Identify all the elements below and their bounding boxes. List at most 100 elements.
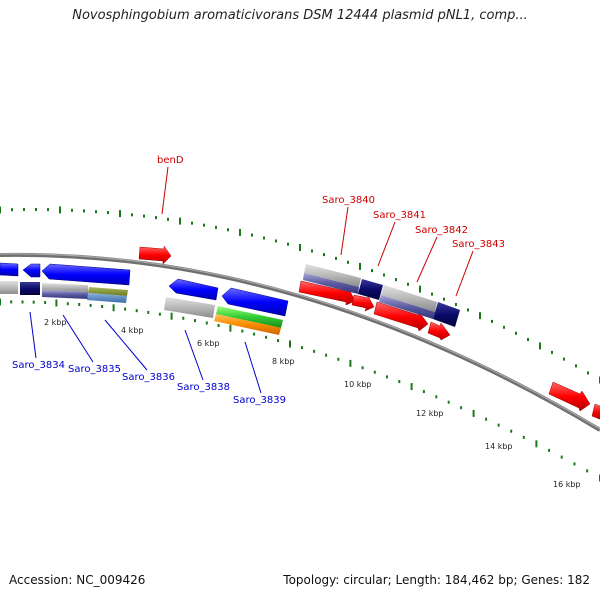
scale-tick [447,400,450,404]
gene-label-saro-3836[interactable]: Saro_3836 [122,372,175,383]
gene-label-saro-3840[interactable]: Saro_3840 [322,195,375,206]
gene-arrow-saro-3841[interactable] [351,294,375,312]
scale-tick [227,228,229,232]
gene-arrow-right-edge-2[interactable] [591,403,600,420]
gene-label-saro-3839[interactable]: Saro_3839 [233,395,286,406]
reverse-strand-track [0,262,289,335]
hit-bar-saro-3839-b [214,314,281,335]
scale-tick [35,208,37,211]
scale-tick [55,299,58,307]
gene-arrow-bend[interactable] [138,245,172,265]
scale-tick [215,225,217,229]
scale-tick [522,435,525,439]
scale-tick [515,331,517,335]
scale-tick [479,312,481,320]
hit-bar-saro-3841 [358,279,383,300]
scale-tick [510,429,513,433]
scale-tick [155,216,157,220]
leader-line-saro-3839 [244,341,262,394]
gene-arrow-saro-3834[interactable] [22,263,41,278]
hit-bar-saro-3835-b [42,290,88,299]
outer-tick-ring [0,206,600,384]
scale-tick [158,312,161,316]
gene-arrow-saro-3842[interactable] [373,301,429,332]
gene-arrow-saro-3843[interactable] [427,321,451,341]
scale-tick [560,455,563,459]
scale-tick [191,221,193,225]
scale-tick [66,302,69,306]
scale-tick [548,448,551,452]
hit-bar-saro-3835 [42,283,88,292]
scale-tick [337,357,340,361]
gene-label-saro-3841[interactable]: Saro_3841 [373,210,426,221]
scale-tick [265,335,268,339]
inner-tick-ring [0,298,600,482]
scale-tick [167,217,169,221]
scale-tick [124,307,127,311]
scale-tick [241,329,244,333]
scale-tick [410,383,413,391]
scale-label-4kbp: 4 kbp [121,326,143,335]
scale-tick [575,364,577,368]
scale-tick [23,208,25,211]
hit-bar-saro-3843 [433,302,460,327]
scale-tick [371,269,373,273]
scale-tick [143,214,145,218]
scale-tick [586,469,589,473]
scale-tick [44,301,47,304]
leader-line-saro-3835 [62,314,94,363]
map-title: Novosphingobium aromaticivorans DSM 1244… [72,8,528,23]
gene-label-saro-3834[interactable]: Saro_3834 [12,360,65,371]
gene-arrow-right-edge[interactable] [548,381,591,412]
scale-tick [398,380,401,384]
topology-summary: Topology: circular; Length: 184,462 bp; … [283,573,590,587]
scale-tick [239,228,241,236]
gene-label-saro-3843[interactable]: Saro_3843 [452,239,505,250]
gene-label-saro-3835[interactable]: Saro_3835 [68,364,121,375]
scale-tick [287,242,289,246]
scale-tick [253,332,256,336]
scale-tick [497,423,500,427]
scale-tick [443,297,445,301]
scale-tick [83,209,85,213]
scale-tick [135,309,138,313]
scale-tick [299,244,301,251]
scale-tick [460,406,463,410]
hit-bar-saro-3836 [88,287,128,296]
gene-label-saro-3842[interactable]: Saro_3842 [415,225,468,236]
hit-bar-saro-3842 [381,285,437,312]
scale-tick [419,285,421,293]
scale-label-14kbp: 14 kbp [485,442,513,451]
scale-tick [217,324,220,327]
gene-arrow-saro-3839[interactable] [221,287,289,317]
hit-bar-saro-3834 [20,282,40,295]
gene-arrow-saro-3838[interactable] [168,278,219,301]
scale-label-6kbp: 6 kbp [197,339,219,348]
gene-arrow-saro-3835[interactable] [41,263,131,286]
scale-tick [71,208,73,212]
accession-text: Accession: NC_009426 [9,573,146,587]
scale-tick [435,395,438,399]
leader-line-saro-3838 [184,329,204,381]
scale-tick [313,349,316,353]
scale-tick [205,321,208,325]
scale-tick [422,390,425,394]
leader-line-saro-3836 [104,319,148,371]
gene-arrow-left-edge[interactable] [0,262,19,277]
gene-label-bend[interactable]: benD [157,155,184,166]
scale-label-2kbp: 2 kbp [44,318,66,327]
scale-tick [229,324,232,332]
scale-tick [194,319,196,323]
gene-label-saro-3838[interactable]: Saro_3838 [177,382,230,393]
scale-tick [335,256,337,260]
leader-line-saro-3834 [29,311,37,359]
scale-tick [101,305,104,308]
plasmid-backbone [0,252,600,432]
scale-tick [359,262,361,270]
leader-line-bend [161,166,169,215]
scale-tick [395,278,397,282]
scale-tick [182,316,185,320]
scale-tick [119,210,121,218]
scale-tick [491,319,493,323]
